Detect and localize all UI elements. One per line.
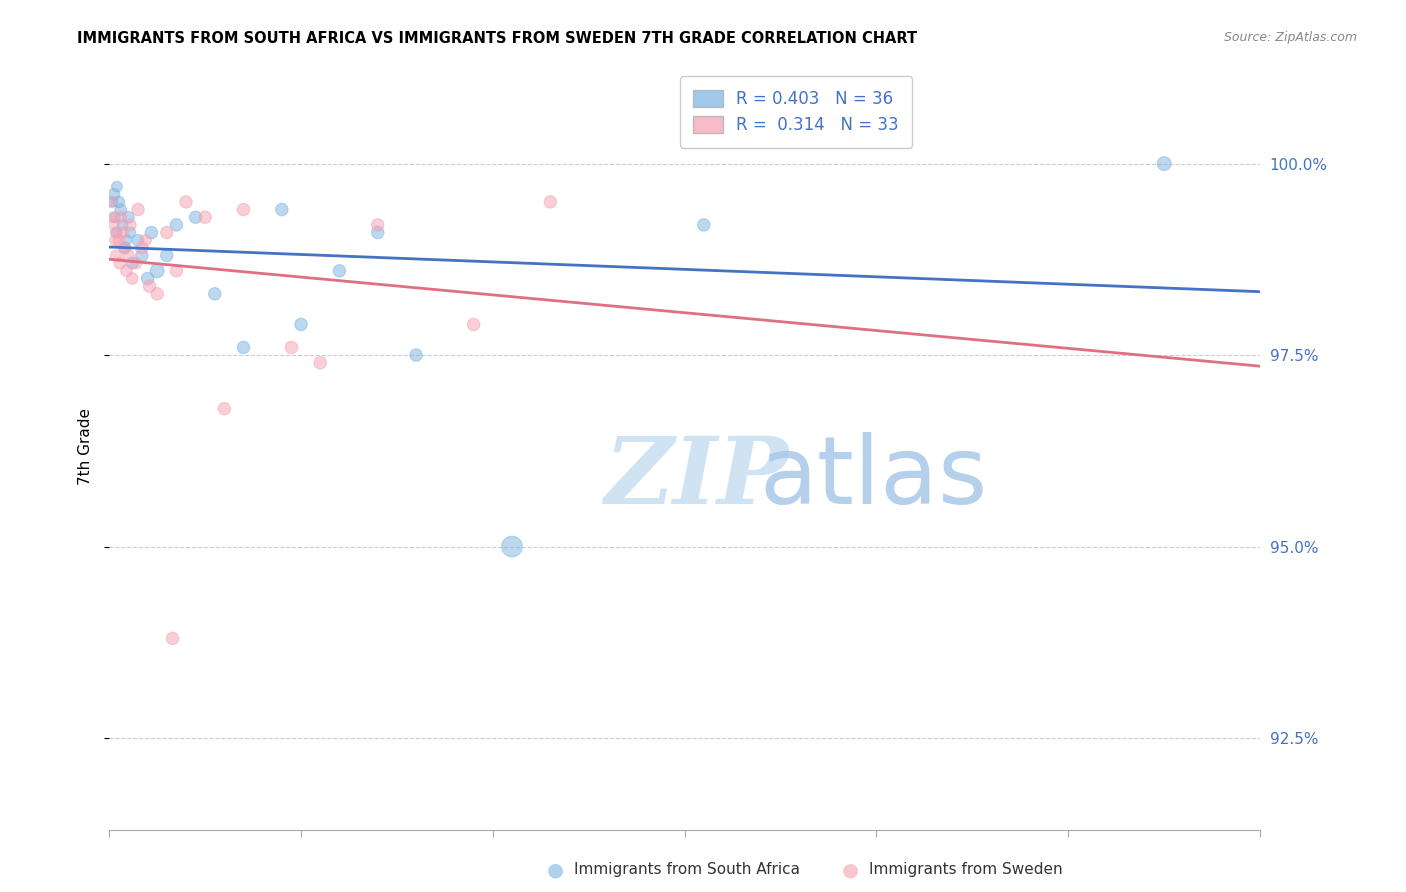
Point — [100, 194, 122, 209]
Point — [120, 226, 142, 240]
Point — [194, 211, 217, 225]
Point — [463, 318, 485, 332]
Text: ●: ● — [547, 860, 564, 880]
Point — [121, 256, 143, 270]
Point — [162, 632, 184, 646]
Point — [115, 233, 138, 247]
Point — [156, 226, 179, 240]
Point — [103, 218, 125, 232]
Point — [146, 264, 169, 278]
Point — [280, 340, 302, 354]
Point — [121, 271, 143, 285]
Point — [309, 356, 332, 370]
Point — [101, 211, 124, 225]
Point — [125, 256, 148, 270]
Point — [117, 248, 139, 262]
Point — [108, 194, 131, 209]
Point — [270, 202, 292, 217]
Point — [104, 211, 127, 225]
Point — [367, 226, 389, 240]
Point — [693, 218, 716, 232]
Point — [101, 194, 124, 209]
Point — [110, 202, 132, 217]
Point — [165, 218, 187, 232]
Text: Immigrants from South Africa: Immigrants from South Africa — [574, 863, 800, 877]
Point — [501, 540, 523, 554]
Point — [127, 233, 149, 247]
Text: Source: ZipAtlas.com: Source: ZipAtlas.com — [1223, 31, 1357, 45]
Point — [104, 226, 127, 240]
Point — [110, 211, 132, 225]
Point — [103, 187, 125, 202]
Point — [204, 286, 226, 301]
Text: IMMIGRANTS FROM SOUTH AFRICA VS IMMIGRANTS FROM SWEDEN 7TH GRADE CORRELATION CHA: IMMIGRANTS FROM SOUTH AFRICA VS IMMIGRAN… — [77, 31, 918, 46]
Point — [184, 211, 207, 225]
Point — [141, 226, 163, 240]
Point — [174, 194, 197, 209]
Point — [120, 218, 142, 232]
Point — [290, 318, 312, 332]
Point — [117, 211, 139, 225]
Y-axis label: 7th Grade: 7th Grade — [79, 409, 93, 485]
Point — [114, 241, 136, 255]
Point — [146, 286, 169, 301]
Point — [127, 202, 149, 217]
Point — [131, 248, 153, 262]
Point — [214, 401, 236, 416]
Text: atlas: atlas — [759, 432, 987, 524]
Text: Immigrants from Sweden: Immigrants from Sweden — [869, 863, 1063, 877]
Point — [405, 348, 427, 362]
Point — [114, 241, 136, 255]
Legend: R = 0.403   N = 36, R =  0.314   N = 33: R = 0.403 N = 36, R = 0.314 N = 33 — [679, 76, 912, 147]
Point — [136, 271, 159, 285]
Point — [111, 218, 134, 232]
Point — [131, 241, 153, 255]
Point — [367, 218, 389, 232]
Point — [156, 248, 179, 262]
Point — [328, 264, 350, 278]
Text: ZIP: ZIP — [605, 433, 789, 523]
Point — [105, 179, 128, 194]
Point — [115, 264, 138, 278]
Text: ●: ● — [842, 860, 859, 880]
Point — [105, 226, 128, 240]
Point — [1153, 156, 1175, 170]
Point — [138, 279, 160, 293]
Point — [232, 340, 254, 354]
Point — [108, 233, 131, 247]
Point — [538, 194, 561, 209]
Point — [135, 233, 157, 247]
Point — [104, 248, 127, 262]
Point — [165, 264, 187, 278]
Point — [108, 256, 131, 270]
Point — [232, 202, 254, 217]
Point — [111, 226, 134, 240]
Point — [104, 233, 127, 247]
